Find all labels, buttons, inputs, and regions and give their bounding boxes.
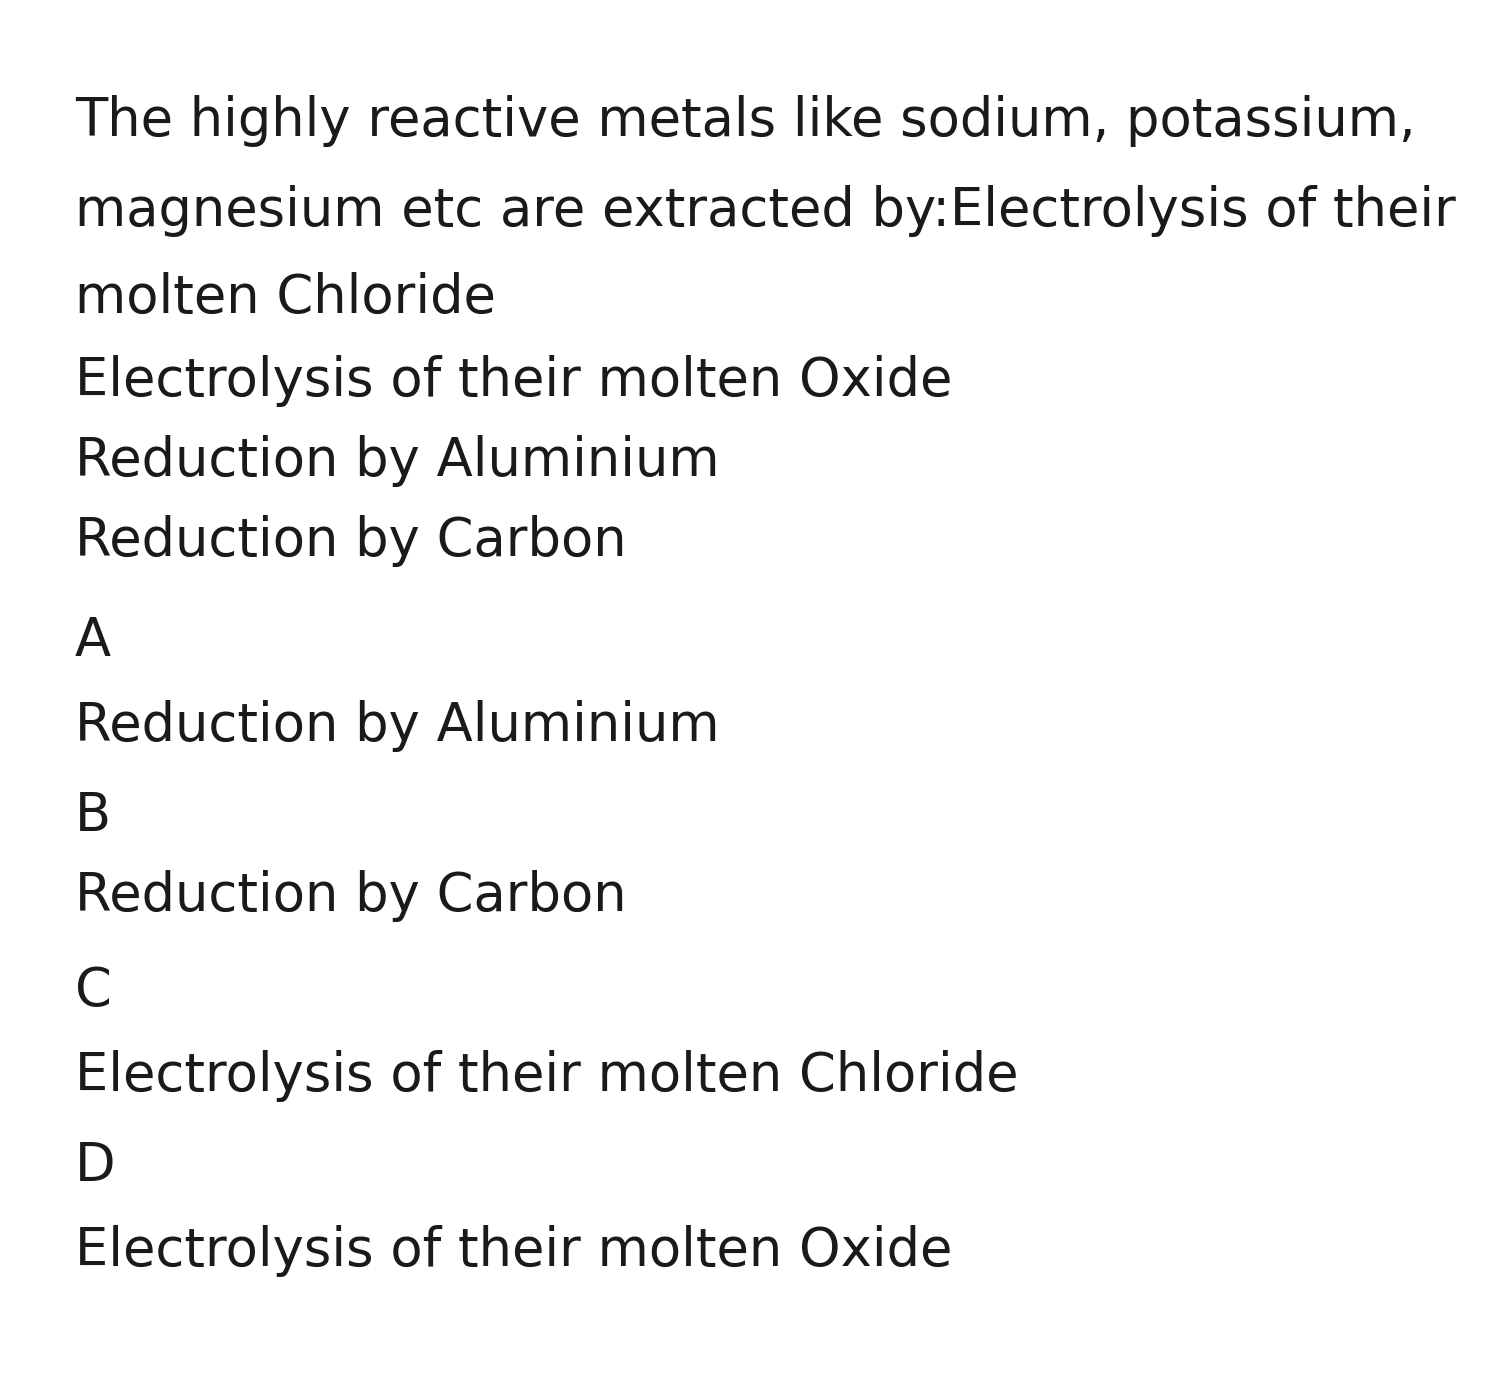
Text: magnesium etc are extracted by:Electrolysis of their: magnesium etc are extracted by:Electroly… xyxy=(75,185,1456,237)
Text: Electrolysis of their molten Oxide: Electrolysis of their molten Oxide xyxy=(75,1225,952,1276)
Text: Electrolysis of their molten Oxide: Electrolysis of their molten Oxide xyxy=(75,355,952,406)
Text: Reduction by Carbon: Reduction by Carbon xyxy=(75,870,627,922)
Text: molten Chloride: molten Chloride xyxy=(75,271,497,324)
Text: Reduction by Aluminium: Reduction by Aluminium xyxy=(75,434,720,487)
Text: The highly reactive metals like sodium, potassium,: The highly reactive metals like sodium, … xyxy=(75,95,1416,148)
Text: C: C xyxy=(75,965,112,1018)
Text: B: B xyxy=(75,791,111,842)
Text: Electrolysis of their molten Chloride: Electrolysis of their molten Chloride xyxy=(75,1050,1018,1102)
Text: Reduction by Carbon: Reduction by Carbon xyxy=(75,515,627,567)
Text: A: A xyxy=(75,615,111,667)
Text: Reduction by Aluminium: Reduction by Aluminium xyxy=(75,700,720,752)
Text: D: D xyxy=(75,1140,116,1192)
